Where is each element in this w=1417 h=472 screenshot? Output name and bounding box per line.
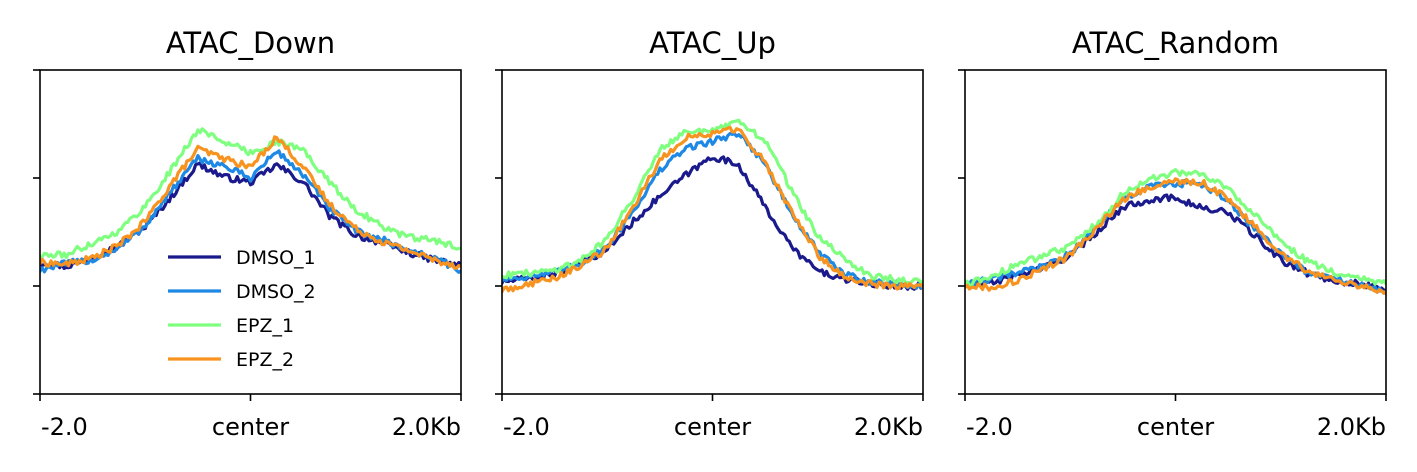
panel-title: ATAC_Up — [649, 26, 776, 60]
x-tick-label: 2.0Kb — [392, 413, 461, 441]
x-tick-label: -2.0 — [966, 413, 1013, 441]
plot-frame — [501, 69, 924, 395]
panels: ATAC_Down -2.0 center 2.0Kb ATAC_Up -2.0 cente… — [33, 26, 1387, 441]
legend-item: EPZ_2 — [168, 349, 294, 371]
panel-atac-down: ATAC_Down -2.0 center 2.0Kb — [33, 26, 462, 441]
x-tick-label: -2.0 — [503, 413, 550, 441]
legend-item: DMSO_2 — [168, 281, 316, 303]
series-line-epz-1 — [40, 127, 461, 260]
series-line-epz-1 — [502, 118, 923, 285]
series-line-epz-2 — [40, 135, 461, 270]
series-line-epz-1 — [965, 168, 1386, 288]
x-tick-label: -2.0 — [41, 413, 88, 441]
legend-label: EPZ_2 — [236, 349, 294, 371]
legend: DMSO_1 DMSO_2 EPZ_1 EPZ_2 — [168, 247, 316, 371]
series-lines — [965, 168, 1386, 296]
series-lines — [502, 118, 923, 294]
panel-title: ATAC_Down — [166, 26, 335, 60]
panel-title: ATAC_Random — [1072, 26, 1279, 60]
legend-item: DMSO_1 — [168, 247, 316, 269]
panel-atac-up: ATAC_Up -2.0 center 2.0Kb — [495, 26, 924, 441]
plot-frame — [964, 69, 1387, 395]
legend-item: EPZ_1 — [168, 315, 294, 337]
legend-label: DMSO_1 — [236, 247, 316, 269]
legend-label: DMSO_2 — [236, 281, 316, 303]
x-tick-label: 2.0Kb — [854, 413, 923, 441]
x-tick-label: center — [212, 413, 289, 441]
x-tick-label: 2.0Kb — [1317, 413, 1386, 441]
series-lines — [40, 127, 461, 274]
series-line-epz-2 — [502, 125, 923, 294]
legend-label: EPZ_1 — [236, 315, 294, 337]
series-line-epz-2 — [965, 177, 1386, 295]
panel-atac-random: ATAC_Random -2.0 center 2.0Kb — [958, 26, 1387, 441]
x-tick-label: center — [1137, 413, 1214, 441]
x-tick-label: center — [674, 413, 751, 441]
